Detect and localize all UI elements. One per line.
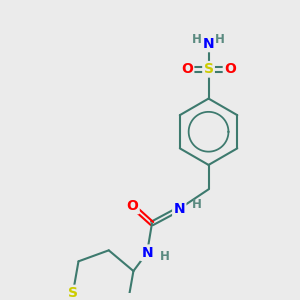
Text: S: S — [68, 286, 78, 300]
Text: O: O — [224, 62, 236, 76]
Text: H: H — [215, 32, 225, 46]
Text: S: S — [204, 62, 214, 76]
Text: H: H — [192, 198, 202, 212]
Text: O: O — [181, 62, 193, 76]
Text: N: N — [173, 202, 185, 216]
Text: H: H — [192, 32, 202, 46]
Text: H: H — [160, 250, 170, 263]
Text: N: N — [203, 37, 214, 51]
Text: N: N — [141, 246, 153, 260]
Text: O: O — [127, 199, 138, 213]
